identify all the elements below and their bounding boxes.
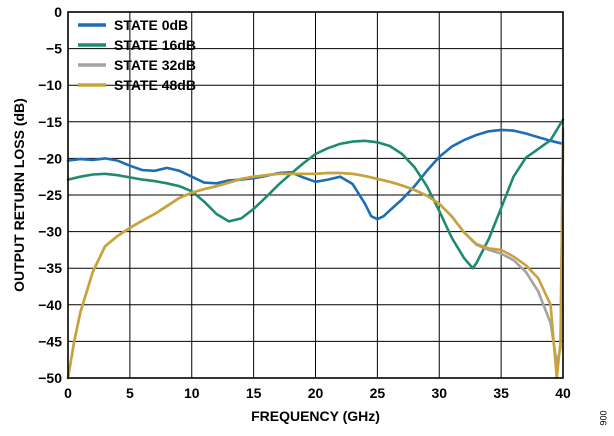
tick-labels: 0 5 10 15 20 25 30 35 40 0 −5 −10 −15 −20 −25 −30 −35 −40… — [38, 4, 571, 401]
x-tick-label: 15 — [246, 385, 262, 401]
series-line-state-48db — [66, 142, 565, 380]
x-axis-title: FREQUENCY (GHz) — [251, 408, 380, 424]
x-tick-label: 20 — [308, 385, 324, 401]
x-tick-label: 30 — [431, 385, 447, 401]
plot-frame — [67, 11, 564, 379]
y-tick-label: −50 — [38, 370, 62, 386]
y-tick-label: −25 — [38, 187, 62, 203]
y-tick-label: −5 — [46, 41, 62, 57]
series-line-state-16db — [66, 118, 565, 270]
legend-label: STATE 48dB — [114, 77, 196, 93]
y-tick-label: −20 — [38, 150, 62, 166]
series-line-state-0db — [66, 128, 565, 221]
legend-label: STATE 32dB — [114, 57, 196, 73]
figure-code: 006 — [598, 410, 608, 425]
y-tick-label: −45 — [38, 333, 62, 349]
y-axis-title: OUTPUT RETURN LOSS (dB) — [11, 98, 27, 292]
y-tick-label: −40 — [38, 297, 62, 313]
x-tick-label: 40 — [555, 385, 571, 401]
y-tick-label: 0 — [54, 4, 62, 20]
legend: STATE 0dB STATE 16dB STATE 32dB STATE 48dB — [78, 17, 196, 93]
x-tick-label: 25 — [370, 385, 386, 401]
grid — [68, 12, 563, 378]
y-tick-label: −30 — [38, 224, 62, 240]
x-tick-label: 5 — [126, 385, 134, 401]
x-tick-label: 35 — [493, 385, 509, 401]
y-tick-label: −35 — [38, 260, 62, 276]
y-tick-label: −10 — [38, 77, 62, 93]
x-tick-label: 0 — [64, 385, 72, 401]
series-lines — [66, 118, 565, 380]
legend-label: STATE 0dB — [114, 17, 188, 33]
y-tick-label: −15 — [38, 114, 62, 130]
x-tick-label: 10 — [184, 385, 200, 401]
legend-label: STATE 16dB — [114, 37, 196, 53]
